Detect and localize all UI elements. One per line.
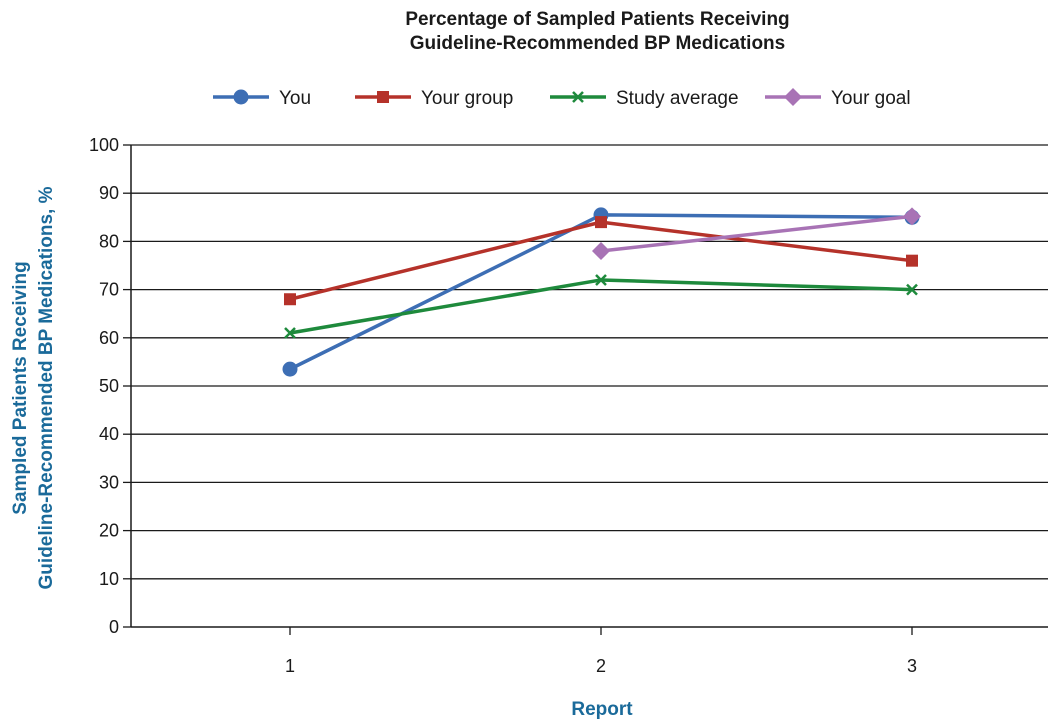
data-point-your-goal [592,242,610,261]
y-axis-title-line-2: Guideline-Recommended BP Medications, % [36,186,57,589]
data-point-study-average [906,283,918,296]
legend-item-your-group: Your group [355,88,513,109]
y-tick-label: 70 [99,280,119,300]
data-point-study-average [284,327,296,339]
legend-marker-you [233,89,249,105]
series-line-you [289,213,913,371]
y-tick-label: 50 [99,376,119,396]
y-tick-label: 20 [99,521,119,541]
axes: 0 10 20 30 40 50 60 70 80 90 100 1 2 3 [89,135,1048,676]
y-tick-label: 60 [99,328,119,348]
y-tick-label: 10 [99,569,119,589]
series-you [282,207,920,377]
chart-title-line-2: Guideline-Recommended BP Medications [409,33,786,54]
y-tick-label: 30 [99,472,119,492]
legend-marker-your-goal [784,88,802,106]
data-point-your-goal [903,207,921,226]
y-tick-label: 80 [99,231,119,251]
legend-label-study-average: Study average [616,88,739,109]
x-tick-label: 1 [285,656,295,676]
legend-item-you: You [213,88,311,109]
data-point-study-average [595,274,607,286]
data-point-your-group [284,293,296,306]
legend-marker-your-group [377,91,389,103]
x-tick-label: 2 [596,656,606,676]
x-tick-label: 3 [907,656,917,676]
y-axis-title-line-1: Sampled Patients Receiving [10,261,31,514]
legend-label-you: You [279,88,311,109]
x-axis-title: Report [571,699,633,720]
y-tick-label: 0 [109,617,119,637]
legend-label-your-group: Your group [421,88,513,109]
chart-title: Percentage of Sampled Patients Receiving… [0,8,1060,56]
legend-item-study-average: Study average [550,88,739,109]
gridlines [131,144,1048,580]
y-tick-label: 40 [99,424,119,444]
legend-label-your-goal: Your goal [831,88,911,109]
series-your-goal [592,207,921,261]
data-point-your-group [906,254,918,267]
legend: You Your group Study average Your goal [213,88,911,109]
data-point-your-group [595,216,607,229]
legend-item-your-goal: Your goal [765,88,911,109]
legend-marker-study-average [572,91,584,103]
series-line-study-average [289,278,913,335]
series-study-average [284,274,918,339]
data-point-you [282,361,298,377]
series-line-your-goal [600,214,913,253]
series-your-group [284,216,918,306]
y-tick-label: 90 [99,183,119,203]
series-layer [282,207,921,377]
chart-title-line-1: Percentage of Sampled Patients Receiving [405,9,790,30]
y-tick-label: 100 [89,135,119,155]
